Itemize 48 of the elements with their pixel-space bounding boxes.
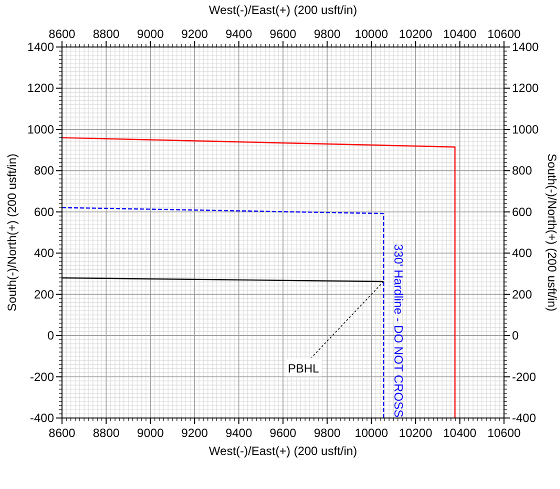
- x-tick-label: 10200: [398, 27, 433, 41]
- y-tick-label: 200: [34, 287, 54, 302]
- x2-axis-title: West(-)/East(+) (200 usft/in): [208, 3, 358, 17]
- y2-tick-label: 0: [512, 328, 519, 343]
- y2-tick-label: 1400: [512, 40, 540, 54]
- y-axis-title: South(-)/North(+) (200 usft/in): [5, 154, 19, 312]
- y2-axis-title: South(-)/North(+) (200 usft/in): [545, 154, 559, 312]
- y-tick-label: -200: [30, 370, 54, 384]
- x-tick-label: 9800: [314, 27, 341, 41]
- x2-tick-label: 9800: [314, 426, 341, 440]
- x2-tick-label: 9600: [270, 426, 297, 440]
- y2-tick-label: 200: [512, 287, 532, 302]
- y-tick-label: 400: [34, 246, 54, 260]
- x2-tick-label: 10600: [487, 426, 522, 440]
- y-tick-label: 600: [34, 204, 54, 219]
- x-tick-label: 9400: [225, 27, 252, 41]
- y2-tick-label: 1200: [512, 81, 540, 96]
- x2-tick-label: 8600: [48, 426, 76, 440]
- y2-tick-label: 600: [512, 204, 532, 219]
- x-axis-title: West(-)/East(+) (200 usft/in): [208, 444, 358, 458]
- x2-tick-label: 10000: [354, 426, 388, 440]
- annotation: PBHL: [288, 362, 320, 376]
- x-tick-label: 10600: [487, 27, 522, 41]
- y-tick-label: 0: [47, 328, 54, 343]
- x2-tick-label: 8800: [92, 426, 120, 440]
- x-tick-label: 10000: [354, 27, 388, 41]
- y-tick-label: 1400: [27, 40, 54, 54]
- y2-tick-label: -200: [512, 370, 536, 384]
- x-tick-label: 8800: [92, 27, 120, 41]
- x-tick-label: 8600: [48, 27, 76, 41]
- text: 330' Hardline - DO NOT CROSS: [392, 244, 406, 418]
- x-tick-label: 9600: [270, 27, 297, 41]
- y-tick-label: 1200: [27, 81, 54, 96]
- x2-tick-label: 10200: [398, 426, 433, 440]
- x-tick-label: 9200: [181, 27, 208, 41]
- y-tick-label: 1000: [27, 122, 54, 136]
- y2-tick-label: 400: [512, 246, 532, 260]
- x2-tick-label: 9400: [225, 426, 252, 440]
- x2-tick-label: 9000: [137, 426, 164, 440]
- y2-tick-label: 1000: [512, 122, 540, 136]
- y-tick-label: 800: [34, 164, 54, 178]
- x-tick-label: 10400: [443, 27, 477, 41]
- y2-tick-label: -400: [512, 411, 536, 425]
- y2-tick-label: 800: [512, 164, 532, 178]
- y-tick-label: -400: [30, 411, 54, 425]
- x2-tick-label: 9200: [181, 426, 208, 440]
- x-tick-label: 9000: [137, 27, 164, 41]
- x2-tick-label: 10400: [443, 426, 477, 440]
